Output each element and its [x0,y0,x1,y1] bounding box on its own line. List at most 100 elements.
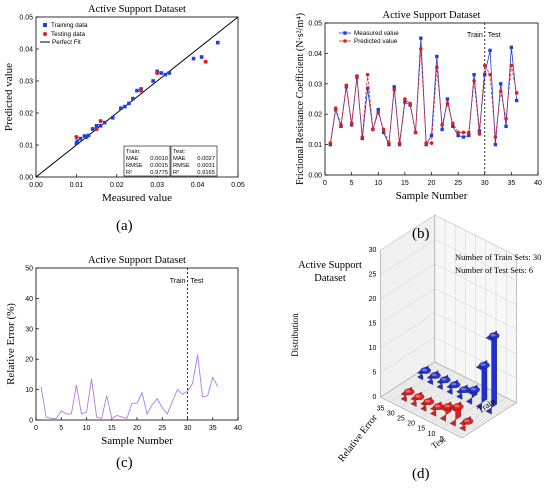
plot-frame [324,22,539,176]
test-bar [400,386,413,402]
measured-point [504,124,508,129]
x-tick-label: 5 [59,425,63,432]
z-tick-label: 0 [372,394,376,401]
y-label-test: Test [429,434,447,451]
y-tick-label: 0.03 [308,81,322,88]
y-tick-label: 10 [25,387,33,394]
train-bar-top [420,367,431,374]
predicted-point [392,88,397,92]
predicted-point [482,63,487,68]
train-bar-highlight [470,387,476,391]
measured-point [488,48,492,53]
x-tick-label: 10 [83,425,91,432]
legend-label-measured: Measured value [354,30,399,37]
perfect-fit-line [35,16,239,178]
train-metrics-metric-value: 0.0010 [150,156,168,162]
train-point [191,56,196,61]
x-tick-label: 20 [133,425,141,432]
chart-c-group: 0 5 10 15 20 25 30 35 40 0 10 20 30 40 50 Active Suppor… [5,255,242,447]
predicted-point [451,121,455,126]
predicted-point [466,130,471,135]
predicted-point [440,123,444,127]
x-tick-label: 40 [234,425,242,432]
x-tick-label: 0 [34,425,38,432]
y-tick-label: 0.01 [308,142,322,149]
note-train: Number of Train Sets: 30 [455,252,541,262]
chart-a-group: 0.00 0.01 0.02 0.03 0.04 0.05 0.00 0.01 0.02 0.03… [3,4,245,204]
test-bar-top [403,388,415,396]
chart-title: Active Support Dataset [383,10,481,21]
grid-line [380,312,517,355]
measured-point [451,124,455,129]
x-tick-label: 5 [350,180,354,187]
x-tick-label: 30 [184,425,192,432]
grid-line [431,240,487,423]
train-bar-top [439,376,451,384]
measured-point [333,107,338,112]
predicted-point [472,78,476,83]
z-axis-label: Distribution [290,313,300,357]
chart-title: Active Support Dataset [88,4,186,15]
measured-point [355,74,359,78]
test-point [74,135,79,139]
panel-label-d: (d) [412,466,430,482]
train-point [86,133,91,138]
back-wall [434,214,517,404]
train-metrics-metric-value: 0.0015 [150,163,168,169]
predicted-point [355,75,359,80]
z-tick-label: 15 [369,321,377,328]
chart-title: Active Support Dataset [88,255,186,266]
measured-point [509,45,514,50]
predicted-point [419,47,423,51]
y-tick-label: 40 [25,296,33,303]
train-metrics-metric-value: 0.9775 [150,170,168,176]
y-tick-label: 0.02 [19,111,33,118]
train-bar-top [479,361,490,369]
train-metrics-metric-name: R² [126,170,132,176]
measured-point [461,135,466,139]
x-tick-label: 30 [481,180,489,187]
predicted-point [381,127,386,132]
train-point [163,72,168,77]
legend-marker-measured [343,31,347,35]
predicted-point [509,63,514,68]
test-metrics-metric-value: 0.0031 [197,163,215,169]
measured-point [339,124,343,129]
predicted-point [445,101,450,106]
test-bar [420,396,432,412]
grid-line [380,239,517,281]
train-bar [466,384,478,405]
predicted-point [408,101,413,106]
y-tick-label: 50 [25,266,33,273]
legend-marker-test [43,32,47,36]
legend-label-test: Testing data [51,31,85,38]
test-metrics-metric-name: MAE [173,156,186,162]
test-bar-top [433,403,444,410]
train-point [119,106,123,110]
predicted-point [435,65,439,69]
train-bar-top [488,332,500,340]
y-tick-label: 30 [25,326,33,333]
train-point [127,101,131,106]
measured-point [493,142,498,147]
predicted-point [424,141,428,145]
test-bar-highlight [405,389,411,393]
train-bar [417,365,429,381]
y-tick-label: 0.02 [308,112,322,119]
test-bar [410,391,422,407]
measured-point [387,142,391,147]
x-tick-label: 5 [440,436,444,443]
predicted-point [387,141,391,145]
test-bar [459,416,471,432]
train-bar-top [449,381,461,389]
y-tick-label: 0.05 [308,21,322,28]
test-bar-top [423,398,435,406]
legend-label-predicted: Predicted value [354,38,398,45]
x-tick-label: 10 [374,180,382,187]
x-tick-label: 0.05 [231,182,245,189]
test-point [94,127,99,131]
predicted-point [376,110,381,115]
chart-b-group: 0 5 10 15 20 25 30 35 40 0.00 0.01 0.02 0.03 0.04 0.05… [295,10,542,202]
measured-point [413,130,418,135]
measured-point [435,54,439,59]
